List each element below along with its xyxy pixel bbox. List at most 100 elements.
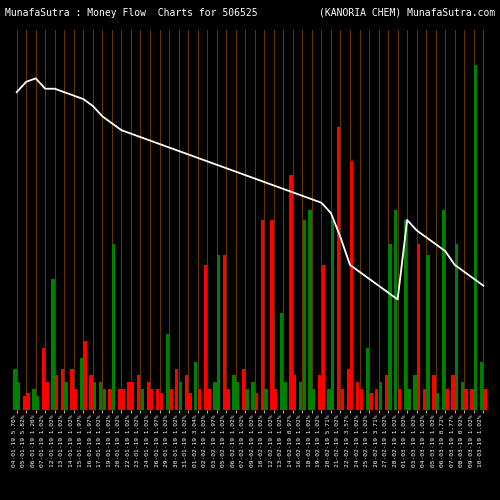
- Bar: [474, 64, 478, 410]
- Bar: [422, 390, 426, 410]
- Bar: [93, 382, 96, 410]
- Bar: [426, 254, 430, 410]
- Bar: [312, 390, 316, 410]
- Bar: [22, 396, 26, 410]
- Bar: [175, 368, 178, 410]
- Bar: [84, 341, 87, 410]
- Bar: [178, 382, 182, 410]
- Bar: [150, 390, 154, 410]
- Bar: [194, 362, 198, 410]
- Bar: [398, 390, 401, 410]
- Bar: [461, 382, 464, 410]
- Bar: [166, 334, 169, 410]
- Bar: [322, 265, 325, 410]
- Bar: [64, 382, 68, 410]
- Bar: [188, 392, 192, 410]
- Bar: [284, 382, 287, 410]
- Bar: [46, 382, 48, 410]
- Bar: [252, 382, 254, 410]
- Bar: [366, 348, 369, 410]
- Bar: [102, 390, 106, 410]
- Bar: [118, 390, 122, 410]
- Bar: [302, 220, 306, 410]
- Bar: [74, 390, 78, 410]
- Bar: [290, 175, 292, 410]
- Bar: [128, 382, 131, 410]
- Bar: [452, 376, 454, 410]
- Bar: [169, 390, 172, 410]
- Bar: [242, 368, 245, 410]
- Bar: [146, 382, 150, 410]
- Bar: [388, 244, 392, 410]
- Bar: [369, 392, 372, 410]
- Bar: [99, 382, 102, 410]
- Bar: [108, 390, 112, 410]
- Bar: [184, 376, 188, 410]
- Bar: [140, 390, 144, 410]
- Bar: [455, 244, 458, 410]
- Bar: [340, 390, 344, 410]
- Text: MunafaSutra : Money Flow  Charts for 506525: MunafaSutra : Money Flow Charts for 5065…: [5, 8, 258, 18]
- Bar: [17, 382, 20, 410]
- Bar: [32, 390, 35, 410]
- Bar: [112, 244, 116, 410]
- Bar: [52, 278, 54, 410]
- Bar: [270, 220, 274, 410]
- Bar: [413, 376, 416, 410]
- Bar: [346, 368, 350, 410]
- Bar: [436, 392, 439, 410]
- Bar: [137, 376, 140, 410]
- Bar: [480, 362, 483, 410]
- Bar: [375, 390, 378, 410]
- Bar: [318, 376, 322, 410]
- Bar: [360, 390, 363, 410]
- Bar: [404, 220, 407, 410]
- Bar: [331, 220, 334, 410]
- Bar: [208, 390, 210, 410]
- Bar: [293, 376, 296, 410]
- Bar: [236, 382, 239, 410]
- Bar: [299, 382, 302, 410]
- Bar: [26, 392, 30, 410]
- Bar: [484, 390, 487, 410]
- Bar: [13, 368, 16, 410]
- Bar: [204, 265, 207, 410]
- Bar: [417, 244, 420, 410]
- Bar: [226, 390, 230, 410]
- Bar: [42, 348, 45, 410]
- Bar: [464, 390, 468, 410]
- Bar: [328, 390, 331, 410]
- Bar: [350, 162, 354, 410]
- Bar: [55, 376, 58, 410]
- Bar: [36, 396, 39, 410]
- Bar: [255, 392, 258, 410]
- Bar: [394, 210, 398, 410]
- Bar: [408, 390, 410, 410]
- Bar: [61, 368, 64, 410]
- Bar: [446, 390, 448, 410]
- Bar: [264, 390, 268, 410]
- Bar: [246, 390, 248, 410]
- Bar: [156, 390, 160, 410]
- Bar: [378, 382, 382, 410]
- Bar: [280, 314, 283, 410]
- Bar: [470, 390, 474, 410]
- Bar: [217, 254, 220, 410]
- Bar: [261, 220, 264, 410]
- Bar: [131, 382, 134, 410]
- Bar: [384, 376, 388, 410]
- Bar: [308, 210, 312, 410]
- Bar: [90, 376, 92, 410]
- Bar: [274, 390, 278, 410]
- Text: (KANORIA CHEM) MunafaSutra.com: (KANORIA CHEM) MunafaSutra.com: [319, 8, 495, 18]
- Bar: [222, 254, 226, 410]
- Bar: [122, 390, 125, 410]
- Bar: [160, 392, 163, 410]
- Bar: [442, 210, 445, 410]
- Bar: [232, 376, 235, 410]
- Bar: [198, 390, 201, 410]
- Bar: [356, 382, 360, 410]
- Bar: [432, 376, 436, 410]
- Bar: [70, 368, 74, 410]
- Bar: [213, 382, 216, 410]
